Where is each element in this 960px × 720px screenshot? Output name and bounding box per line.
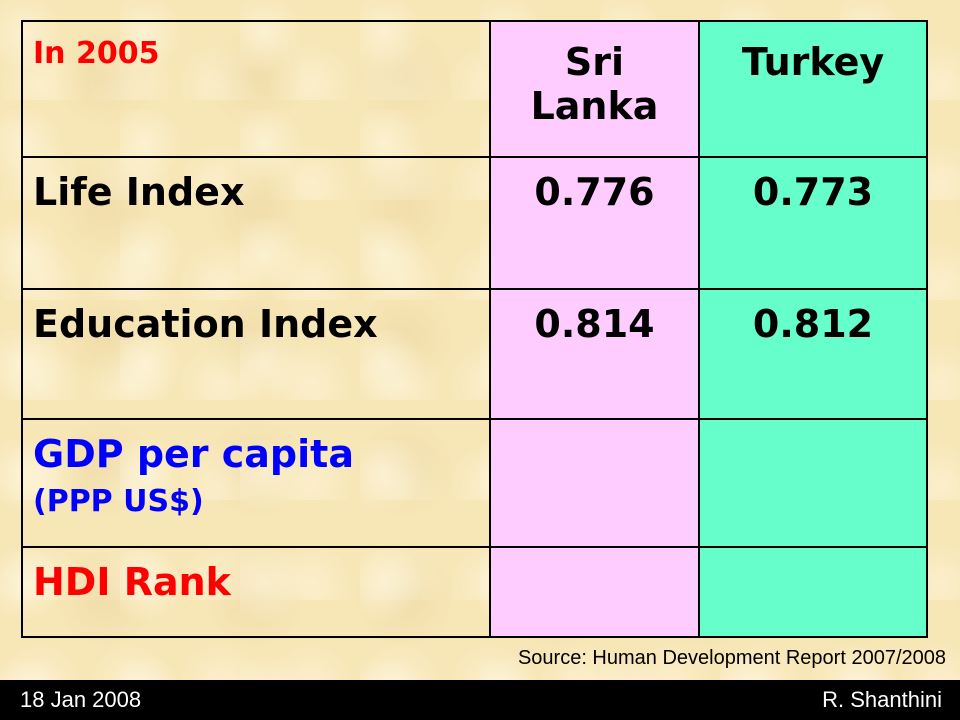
header-country-1-cell: Sri Lanka [489, 20, 700, 158]
table-row: Education Index 0.814 0.812 [21, 288, 928, 420]
footer-date: 18 Jan 2008 [20, 687, 142, 712]
gdp-country-2-value [700, 420, 926, 432]
value-cell: 0.812 [698, 288, 928, 420]
value-cell: 0.773 [698, 156, 928, 290]
life-index-country-2-value: 0.773 [752, 170, 874, 214]
hdi-rank-country-2-value [700, 548, 926, 560]
row-label-cell: Education Index [21, 288, 491, 420]
life-index-country-1-value: 0.776 [534, 170, 655, 214]
header-country-2-cell: Turkey [698, 20, 928, 158]
header-year-cell: In 2005 [21, 20, 491, 158]
hdi-comparison-table: In 2005 Sri Lanka Turkey Life Index 0.77… [21, 20, 928, 638]
table-header-row: In 2005 Sri Lanka Turkey [21, 20, 928, 158]
row-label-cell: Life Index [21, 156, 491, 290]
value-cell [698, 546, 928, 638]
country-2-header: Turkey [741, 40, 885, 84]
education-index-country-1-value: 0.814 [534, 302, 655, 346]
value-cell [698, 418, 928, 548]
value-cell: 0.776 [489, 156, 700, 290]
value-cell: 0.814 [489, 288, 700, 420]
gdp-label-text: GDP per capita [33, 432, 354, 476]
gdp-per-capita-label: GDP per capita (PPP US$) [23, 420, 489, 519]
year-label: In 2005 [33, 36, 160, 71]
education-index-label: Education Index [33, 302, 378, 346]
source-citation: Source: Human Development Report 2007/20… [517, 647, 946, 669]
footer-bar: 18 Jan 2008 R. Shanthini [0, 680, 960, 720]
row-label-cell: HDI Rank [21, 546, 491, 638]
hdi-rank-country-1-value [491, 548, 698, 560]
hdi-rank-label: HDI Rank [33, 560, 231, 604]
gdp-country-1-value [491, 420, 698, 432]
row-label-cell: GDP per capita (PPP US$) [21, 418, 491, 548]
life-index-label: Life Index [33, 170, 245, 214]
value-cell [489, 418, 700, 548]
table-row: Life Index 0.776 0.773 [21, 156, 928, 290]
country-1-header: Sri Lanka [530, 40, 659, 128]
table-row: HDI Rank [21, 546, 928, 638]
footer-author: R. Shanthini [822, 687, 942, 712]
gdp-unit-label: (PPP US$) [33, 484, 204, 519]
table-row: GDP per capita (PPP US$) [21, 418, 928, 548]
education-index-country-2-value: 0.812 [752, 302, 874, 346]
value-cell [489, 546, 700, 638]
